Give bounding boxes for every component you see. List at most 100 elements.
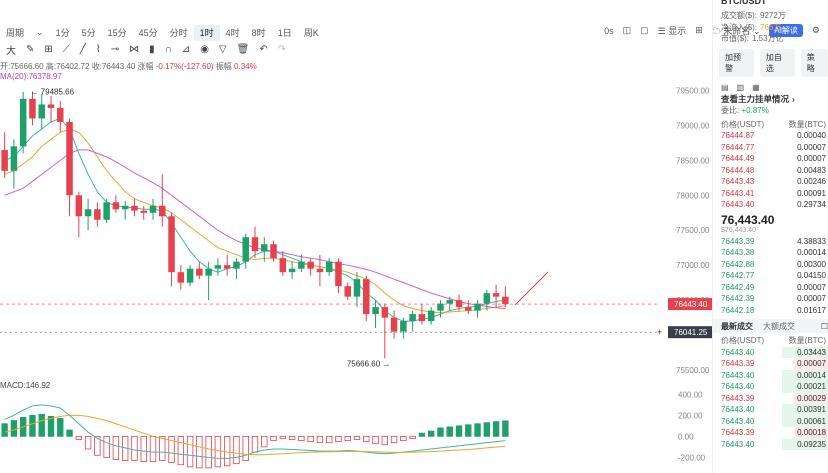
candle-body xyxy=(75,195,83,217)
macd-bar xyxy=(196,435,203,469)
ask-row[interactable]: 76444.49 0.00007 xyxy=(713,153,828,165)
period-chevron-icon[interactable]: ⌄ xyxy=(36,27,44,37)
ask-row[interactable]: 76444.48 0.00483 xyxy=(713,165,828,177)
timeframe-6[interactable]: 4时 xyxy=(225,28,240,38)
timeframe-3[interactable]: 45分 xyxy=(138,28,158,38)
trash-icon[interactable]: 🗑 xyxy=(236,44,250,55)
macd-bar xyxy=(298,435,305,441)
price-axis-label: 77500.00 xyxy=(676,226,710,235)
bid-row[interactable]: 76442.77 0.04150 xyxy=(713,270,828,282)
trade-row[interactable]: 76443.39 0.00018 xyxy=(713,427,828,439)
ask-row[interactable]: 76443.43 0.00246 xyxy=(713,176,828,188)
depth-both-icon[interactable]: ▤ xyxy=(721,82,729,92)
trade-list: 76443.40 0.03443 76443.39 0.00007 76443.40 0.… xyxy=(713,346,828,450)
ask-row[interactable]: 76443.40 0.29734 xyxy=(713,199,828,211)
camera-icon[interactable]: ◫ xyxy=(622,25,632,35)
timeframe-5[interactable]: 1时 xyxy=(193,24,220,41)
trade-row[interactable]: 76443.40 0.00391 xyxy=(713,404,828,416)
timeframe-0[interactable]: 1分 xyxy=(55,28,70,38)
timeframe-2[interactable]: 15分 xyxy=(107,28,127,38)
macd-bar xyxy=(483,422,491,437)
candle-body xyxy=(446,300,453,304)
ask-row[interactable]: 76444.87 0.00040 xyxy=(713,130,828,142)
bid-row[interactable]: 76443.39 4.38833 xyxy=(713,236,828,248)
add-alert-button[interactable]: 加预警 xyxy=(719,48,754,77)
bars-icon[interactable]: ▮ xyxy=(149,44,155,55)
bid-row[interactable]: 76442.18 0.01617 xyxy=(713,305,828,317)
ratio-label: 委比: xyxy=(721,106,740,116)
timeframe-4[interactable]: 分时 xyxy=(169,28,188,38)
trade-row[interactable]: 76443.39 0.00007 xyxy=(713,358,828,370)
row-price: 76444.49 xyxy=(721,154,755,164)
bid-row[interactable]: 76442.88 0.00300 xyxy=(713,259,828,271)
theme-button[interactable]: ☁ 未命名 ⌄ xyxy=(711,26,761,36)
chart-area[interactable]: 79500.00 79000.00 78500.00 78000.00 77500.00… xyxy=(0,0,712,473)
depth-bid-icon[interactable]: ▦ xyxy=(752,82,760,92)
crosshair-tag-text: 76041.25 xyxy=(674,328,708,337)
add-favorite-button[interactable]: 加自选 xyxy=(759,48,795,77)
ma-readout: MA(20):76378.97 xyxy=(0,72,62,81)
ask-row[interactable]: 76443.41 0.00091 xyxy=(713,188,828,200)
row-qty: 0.00029 xyxy=(797,393,826,403)
candlestick-chart[interactable]: 79500.00 79000.00 78500.00 78000.00 77500.00… xyxy=(0,0,712,473)
trade-row[interactable]: 76443.40 0.00061 xyxy=(713,415,828,427)
period-label[interactable]: 周期 xyxy=(6,28,25,38)
grid-tool-icon[interactable]: ⊞ xyxy=(44,44,53,55)
macd-bar xyxy=(288,435,296,440)
timeframe-9[interactable]: 周K xyxy=(303,28,319,38)
grid-icon[interactable]: ⊞ xyxy=(695,25,703,35)
row-qty: 0.00018 xyxy=(797,428,826,438)
ruler-measure-icon[interactable]: ⊿ xyxy=(181,44,191,55)
crosshair-tag xyxy=(668,326,712,339)
depth-title-link[interactable]: 查看主力挂单情况 › xyxy=(721,94,795,105)
trade-row[interactable]: 76443.40 0.09235 xyxy=(713,438,828,450)
settings-icon[interactable]: ⚙ xyxy=(811,25,820,35)
text-tool[interactable]: 大 xyxy=(6,46,16,57)
zero-s-toggle[interactable]: 0s xyxy=(604,25,614,36)
timeframe-1[interactable]: 5分 xyxy=(81,28,96,38)
macd-bar xyxy=(455,425,463,437)
eye-icon[interactable]: ◉ xyxy=(200,44,209,55)
trade-row[interactable]: 76443.40 0.00014 xyxy=(713,369,828,381)
ask-row[interactable]: 76444.77 0.00007 xyxy=(713,142,828,154)
magnet-icon[interactable]: ∩ xyxy=(164,44,172,55)
tab-latest-trades[interactable]: 最新成交 xyxy=(721,321,753,331)
inflow-value: 766万 xyxy=(760,22,782,32)
trade-row[interactable]: 76443.40 0.00021 xyxy=(713,381,828,393)
macd-bar xyxy=(75,435,82,440)
line-icon[interactable]: ╱ xyxy=(79,44,86,55)
macd-bar xyxy=(437,427,444,437)
pattern-icon[interactable]: ⋈ xyxy=(129,44,140,55)
ai-analysis-button[interactable]: AI解读 xyxy=(769,24,803,37)
timeframe-8[interactable]: 1日 xyxy=(277,28,292,38)
bid-row[interactable]: 76443.38 0.00014 xyxy=(713,247,828,259)
depth-ask-icon[interactable]: ▥ xyxy=(736,82,745,92)
ruler-icon[interactable]: ⟋ xyxy=(62,44,70,55)
fullscreen-icon[interactable]: ▢ xyxy=(640,25,649,35)
bid-row[interactable]: 76442.39 0.00007 xyxy=(713,293,828,305)
trade-row[interactable]: 76443.40 0.03443 xyxy=(713,346,828,358)
bid-row[interactable]: 76442.49 0.00007 xyxy=(713,282,828,294)
brush-icon[interactable]: ⌇ xyxy=(95,44,101,55)
timeframe-7[interactable]: 8时 xyxy=(251,28,266,38)
macd-bar xyxy=(131,435,138,461)
redo-icon[interactable]: ↷ xyxy=(277,44,287,55)
checkbox-icon[interactable]: ☐ xyxy=(820,321,828,331)
macd-axis-label: 200.00 xyxy=(678,411,703,420)
node-icon[interactable]: ⊸ xyxy=(110,44,120,55)
filter-icon[interactable]: ▽ xyxy=(218,44,227,55)
row-qty: 0.00246 xyxy=(797,177,826,187)
pencil-icon[interactable]: ✎ xyxy=(26,44,35,55)
candle-body xyxy=(437,303,444,311)
strategy-button[interactable]: 策略 xyxy=(800,48,828,77)
undo-icon[interactable]: ↶ xyxy=(259,44,268,55)
candle-body xyxy=(353,279,361,297)
candle-body xyxy=(84,209,92,217)
display-button[interactable]: ☰ 显示 xyxy=(657,26,687,36)
chart-right-tools: 0s ◫ ▢ ☰ 显示 ⊞ ☁ 未命名 ⌄ AI解读 ⚙ xyxy=(604,24,820,37)
candle-body xyxy=(372,307,379,315)
trade-row[interactable]: 76443.39 0.00029 xyxy=(713,392,828,404)
candle-body xyxy=(455,300,463,308)
tab-large-trades[interactable]: 大额成交 xyxy=(763,321,795,331)
candle-body xyxy=(363,279,370,315)
